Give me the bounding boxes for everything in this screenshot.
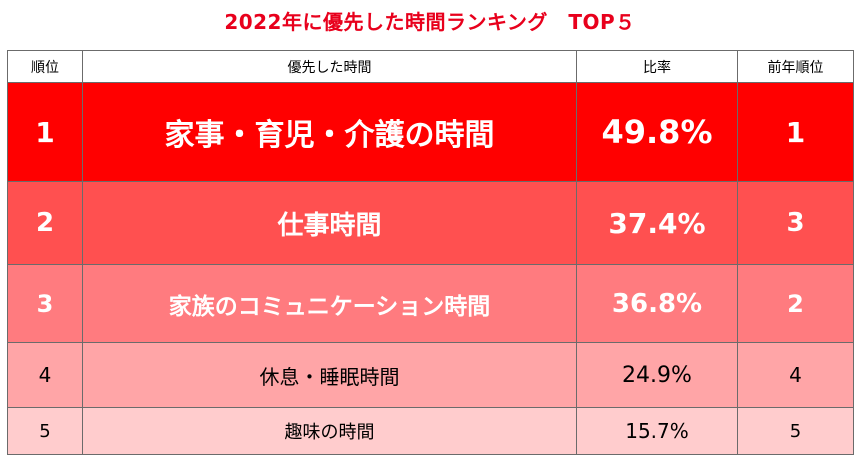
- rank-cell: 2: [7, 181, 83, 265]
- ratio-cell: 24.9%: [576, 342, 738, 408]
- ratio-cell: 37.4%: [576, 181, 738, 265]
- header-rank: 順位: [7, 50, 83, 83]
- table-row: 3 家族のコミュニケーション時間 36.8% 2: [7, 264, 854, 343]
- item-cell: 仕事時間: [82, 181, 577, 265]
- header-ratio: 比率: [576, 50, 738, 83]
- prev-rank-cell: 1: [737, 82, 854, 182]
- table-row: 2 仕事時間 37.4% 3: [7, 181, 854, 265]
- rank-cell: 3: [7, 264, 83, 343]
- prev-rank-cell: 5: [737, 407, 854, 455]
- prev-rank-cell: 3: [737, 181, 854, 265]
- prev-rank-cell: 4: [737, 342, 854, 408]
- ranking-table: 順位 優先した時間 比率 前年順位 1 家事・育児・介護の時間 49.8% 1 …: [7, 50, 854, 455]
- ratio-cell: 36.8%: [576, 264, 738, 343]
- header-prev-rank: 前年順位: [737, 50, 854, 83]
- rank-cell: 4: [7, 342, 83, 408]
- table-header-row: 順位 優先した時間 比率 前年順位: [7, 50, 854, 83]
- table-row: 4 休息・睡眠時間 24.9% 4: [7, 342, 854, 408]
- item-cell: 休息・睡眠時間: [82, 342, 577, 408]
- table-row: 1 家事・育児・介護の時間 49.8% 1: [7, 82, 854, 182]
- prev-rank-cell: 2: [737, 264, 854, 343]
- ratio-cell: 15.7%: [576, 407, 738, 455]
- item-cell: 家族のコミュニケーション時間: [82, 264, 577, 343]
- page-title: 2022年に優先した時間ランキング TOP５: [224, 10, 636, 34]
- item-cell: 家事・育児・介護の時間: [82, 82, 577, 182]
- ratio-cell: 49.8%: [576, 82, 738, 182]
- table-row: 5 趣味の時間 15.7% 5: [7, 407, 854, 455]
- header-item: 優先した時間: [82, 50, 577, 83]
- item-cell: 趣味の時間: [82, 407, 577, 455]
- rank-cell: 5: [7, 407, 83, 455]
- rank-cell: 1: [7, 82, 83, 182]
